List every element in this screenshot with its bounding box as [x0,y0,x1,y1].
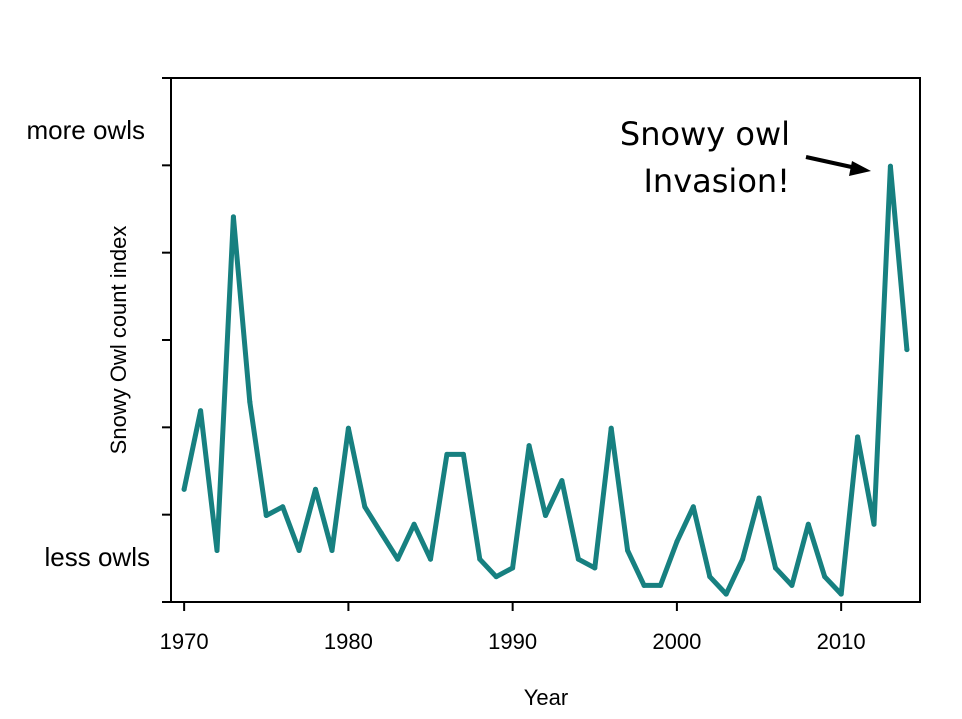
y-axis-ticks [162,77,171,603]
data-point [181,486,187,492]
data-point [280,504,286,510]
data-point [838,591,844,597]
annotation-arrow-shaft [805,155,857,170]
data-point [690,504,696,510]
x-axis-ticks [183,602,843,611]
data-point [625,547,631,553]
x-tick-label: 1990 [488,629,537,654]
data-point [510,565,516,571]
data-point [493,574,499,580]
data-point [822,574,828,580]
data-point [345,425,351,431]
data-point [214,547,220,553]
data-point [411,521,417,527]
data-point [871,521,877,527]
data-point [723,591,729,597]
data-point [740,556,746,562]
data-point [313,486,319,492]
series-line [181,163,910,597]
data-point [575,556,581,562]
data-point [789,582,795,588]
data-point [247,399,253,405]
data-point [477,556,483,562]
data-point [855,434,861,440]
side-label-more-owls: more owls [27,115,145,145]
data-point [378,530,384,536]
data-point [641,582,647,588]
data-point [756,495,762,501]
data-point [263,513,269,519]
annotation-line-2: Invasion! [643,162,790,200]
annotation-arrow [805,155,871,176]
data-point [543,513,548,519]
data-point [362,504,368,510]
x-tick-label: 2010 [817,629,866,654]
data-point [230,214,236,220]
data-point [674,539,680,545]
y-axis-title: Snowy Owl count index [106,226,131,455]
x-axis-title: Year [524,685,568,710]
x-axis-tick-labels: 1970 1980 1990 2000 2010 [160,629,866,654]
data-point [460,451,466,457]
data-point [592,565,598,571]
data-point [559,478,565,484]
data-point [526,443,532,449]
data-point [296,547,302,553]
data-point [772,565,778,571]
data-point [657,582,663,588]
annotation-line-1: Snowy owl [620,115,790,153]
data-point [608,425,614,431]
data-point [395,556,401,562]
data-point [198,408,204,414]
data-point [887,163,893,169]
x-tick-label: 2000 [652,629,701,654]
data-point [444,451,450,457]
data-point [805,521,811,527]
x-tick-label: 1970 [160,629,209,654]
x-tick-label: 1980 [324,629,373,654]
series-points [181,163,910,597]
data-point [329,547,335,553]
data-point [707,574,713,580]
side-label-less-owls: less owls [45,542,150,572]
data-point [904,347,910,353]
annotation-arrow-head [849,161,871,176]
data-point [428,556,434,562]
